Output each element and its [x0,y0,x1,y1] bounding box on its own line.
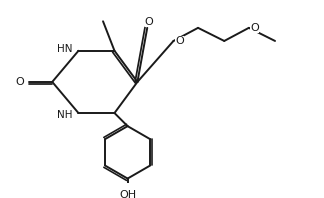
Text: O: O [175,36,184,46]
Text: O: O [250,23,259,33]
Text: O: O [145,17,153,27]
Text: O: O [16,77,24,87]
Text: NH: NH [57,110,73,120]
Text: HN: HN [57,44,73,54]
Text: OH: OH [119,190,136,198]
